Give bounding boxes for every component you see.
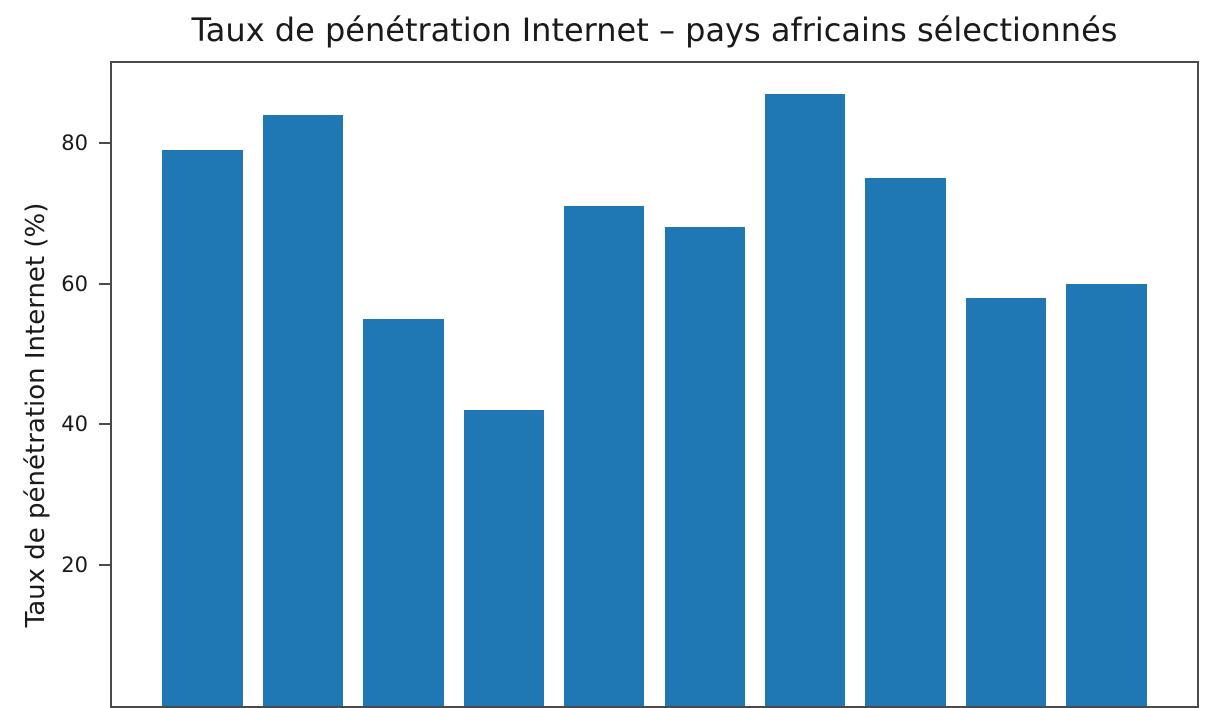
bar-9 xyxy=(965,297,1047,706)
bar-1 xyxy=(162,149,243,706)
y-tick-mark-20 xyxy=(99,564,110,567)
bar-4 xyxy=(463,410,544,706)
y-tick-label-60: 60 xyxy=(61,271,88,296)
y-tick-mark-60 xyxy=(99,282,110,285)
bar-2 xyxy=(262,114,344,706)
bar-3 xyxy=(363,318,444,706)
y-tick-label-80: 80 xyxy=(61,130,88,155)
bar-6 xyxy=(664,227,745,706)
y-tick-label-40: 40 xyxy=(61,412,88,437)
y-tick-label-20: 20 xyxy=(61,553,88,578)
y-tick-mark-80 xyxy=(99,141,110,144)
bar-8 xyxy=(865,178,946,706)
bar-10 xyxy=(1066,283,1147,706)
figure: Taux de pénétration Internet – pays afri… xyxy=(21,11,1199,708)
plot-area xyxy=(110,61,1199,708)
bar-5 xyxy=(564,206,645,706)
bar-7 xyxy=(765,93,846,706)
chart-title: Taux de pénétration Internet – pays afri… xyxy=(191,11,1118,49)
y-tick-mark-40 xyxy=(99,423,110,426)
